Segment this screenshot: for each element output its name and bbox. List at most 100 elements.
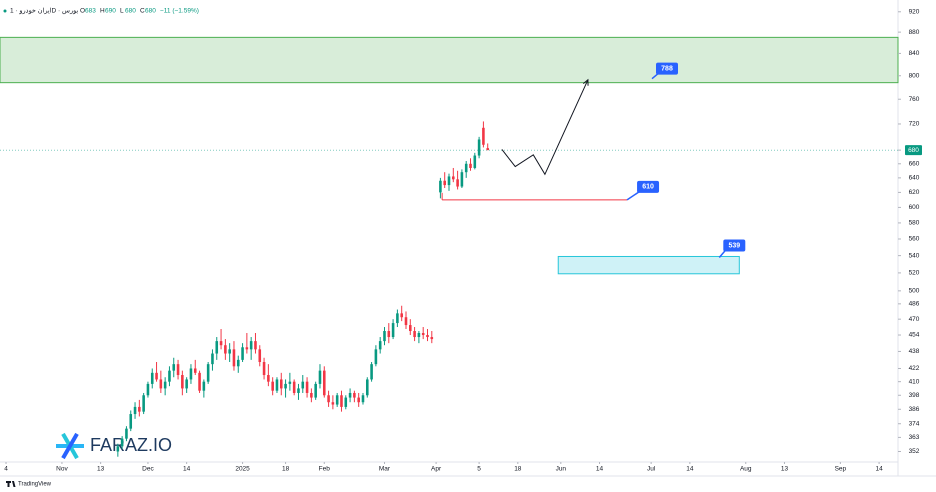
x-tick-label: 2025 — [235, 466, 250, 473]
candle-body — [279, 379, 283, 389]
x-tick-label: 13 — [97, 466, 105, 473]
footer: TradingView — [6, 481, 52, 488]
x-tick-label: 14 — [686, 466, 694, 473]
candle-body — [155, 372, 158, 380]
candle-body — [477, 139, 481, 156]
candle-body — [241, 347, 244, 360]
y-tick-label: 580 — [909, 220, 920, 227]
candle-body — [258, 349, 262, 363]
candle-body — [305, 381, 309, 393]
candle-body — [353, 392, 356, 398]
candle-body — [211, 353, 214, 365]
y-tick-label: 760 — [909, 96, 920, 103]
y-tick-label: 486 — [909, 301, 920, 308]
candle-body — [262, 362, 266, 376]
x-tick-label: 4 — [4, 466, 8, 473]
callout-pointer — [651, 73, 659, 80]
candle-body — [236, 359, 240, 367]
candle-body — [413, 331, 416, 338]
candle-body — [464, 163, 468, 173]
callout-box — [656, 62, 678, 75]
candle-body — [271, 381, 274, 391]
candle-body — [254, 341, 257, 350]
brand-logo: FARAZ.IO — [56, 432, 172, 460]
y-tick-label: 800 — [909, 72, 920, 79]
candle-body — [129, 414, 133, 429]
x-tick-label: 5 — [477, 466, 481, 473]
candle-body — [473, 155, 477, 168]
candle-body — [146, 383, 150, 396]
callout-label: 539 — [728, 242, 740, 249]
candle-body — [297, 388, 300, 393]
callout-box — [723, 239, 746, 252]
x-tick-label: 14 — [875, 466, 883, 473]
candle-body — [267, 375, 270, 382]
candle-body — [288, 381, 292, 384]
candle-body — [391, 323, 395, 338]
change-value: −11 (−1.59%) — [160, 8, 199, 15]
candle-body — [430, 337, 434, 340]
y-tick-label: 720 — [909, 121, 920, 128]
candle-body — [249, 341, 253, 350]
y-tick-label: 398 — [909, 392, 920, 399]
x-tick-label: Jun — [556, 466, 567, 473]
candle-body — [482, 127, 485, 145]
candle-body — [292, 381, 296, 393]
x-tick-label: 18 — [514, 466, 522, 473]
x-tick-label: Aug — [740, 466, 752, 473]
y-tick-label: 540 — [909, 252, 920, 259]
ohlc-value: 683 — [85, 8, 96, 15]
candle-body — [460, 172, 464, 187]
candle-body — [340, 395, 343, 407]
y-tick-label: 386 — [909, 406, 920, 413]
candle-body — [150, 372, 154, 384]
candle-body — [365, 379, 369, 396]
x-tick-label: Apr — [431, 466, 442, 473]
candle-body — [142, 395, 145, 412]
candle-body — [193, 368, 197, 373]
candle-body — [335, 395, 339, 405]
candle-body — [176, 364, 180, 376]
candle-body — [189, 368, 193, 380]
candle-body — [417, 333, 421, 338]
brand-text: FARAZ.IO — [90, 435, 172, 455]
candle-body — [452, 176, 455, 180]
candle-body — [198, 372, 201, 391]
x-tick-label: 14 — [183, 466, 191, 473]
candle-body — [138, 406, 141, 412]
callout-label: 610 — [642, 184, 654, 191]
candle-body — [447, 176, 451, 186]
candle-body — [116, 446, 120, 452]
projection-path — [501, 79, 589, 176]
candle-body — [163, 381, 167, 389]
candle-body — [310, 392, 313, 398]
candle-body — [344, 397, 348, 407]
y-tick-label: 560 — [909, 236, 920, 243]
x-tick-label: Mar — [379, 466, 391, 473]
x-tick-label: 14 — [596, 466, 604, 473]
candle-body — [396, 313, 399, 324]
ohlc-letter: O — [80, 8, 85, 15]
candle-body — [120, 438, 124, 447]
candle-body — [168, 370, 171, 382]
candle-body — [181, 375, 184, 389]
candle-body — [439, 180, 442, 193]
last-price-label: 680 — [908, 147, 919, 154]
candle-body — [219, 341, 223, 346]
zone — [0, 36, 899, 84]
y-tick-label: 880 — [909, 29, 920, 36]
candle-body — [215, 341, 219, 354]
candle-body — [374, 349, 378, 365]
candle-body — [361, 395, 365, 403]
candle-body — [232, 349, 236, 367]
candle-body — [387, 331, 391, 338]
y-tick-label: 438 — [909, 348, 920, 355]
candle-body — [383, 331, 386, 342]
candle-body — [206, 364, 210, 382]
candle-body — [318, 370, 322, 384]
ohlc-value: 680 — [125, 8, 136, 15]
candle-body — [421, 333, 425, 336]
candle-body — [185, 379, 188, 389]
